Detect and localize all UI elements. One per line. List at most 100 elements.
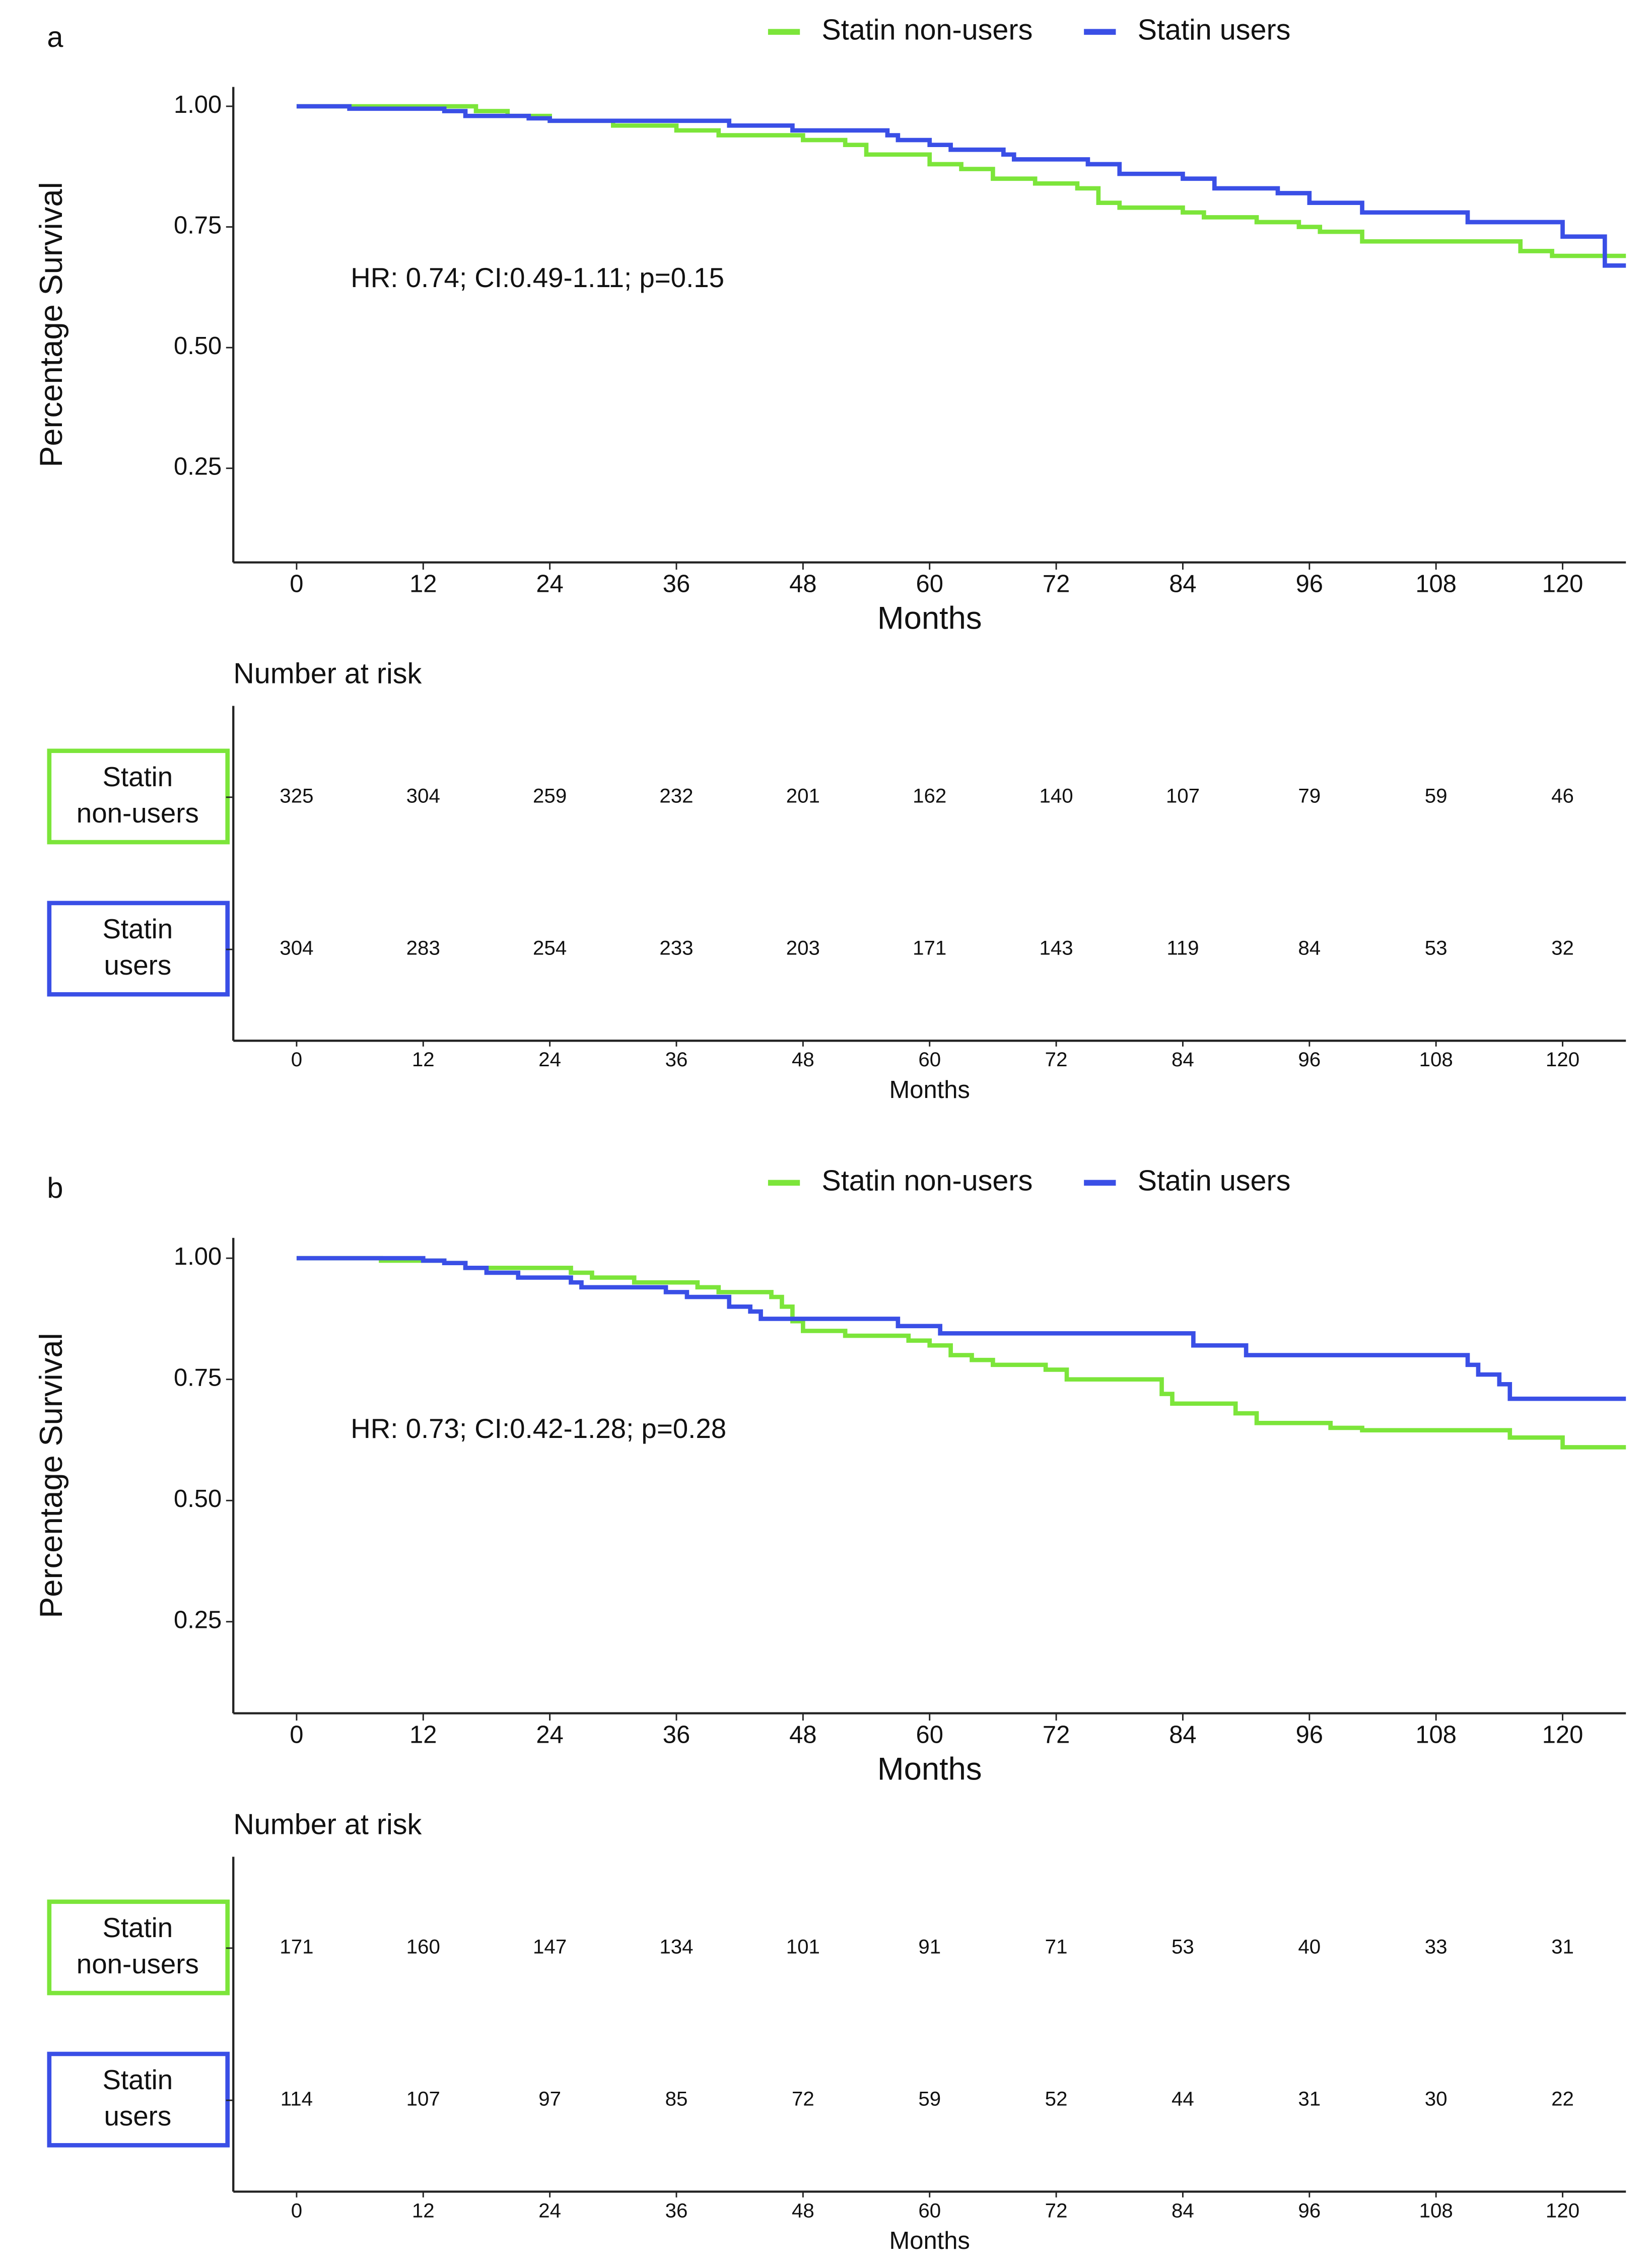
risk-x-tick-label: 108	[1419, 2199, 1453, 2222]
risk-count: 31	[1551, 1936, 1574, 1958]
risk-x-tick-label: 0	[291, 2199, 302, 2222]
x-tick-label: 48	[789, 1722, 816, 1749]
risk-x-tick-label: 120	[1546, 2199, 1579, 2222]
risk-count: 134	[659, 1936, 693, 1958]
survival-curve	[296, 104, 1626, 268]
risk-row-label: Statin non-users	[77, 762, 199, 829]
risk-count: 59	[918, 2088, 941, 2110]
risk-count: 107	[406, 2088, 440, 2110]
annotation: HR: 0.74; CI:0.49-1.11; p=0.15	[351, 262, 724, 293]
risk-x-tick-label: 24	[538, 1048, 561, 1071]
y-tick-label: 0.25	[174, 1607, 222, 1634]
risk-count: 140	[1039, 784, 1073, 807]
risk-count: 85	[665, 2088, 688, 2110]
x-axis-title: Months	[877, 600, 982, 636]
x-tick-label: 24	[536, 1722, 563, 1749]
risk-x-tick-label: 48	[792, 1048, 814, 1071]
x-tick-label: 96	[1296, 1722, 1323, 1749]
risk-count: 30	[1425, 2088, 1448, 2110]
risk-count: 46	[1551, 784, 1574, 807]
panel: b Statin non-users Statin users 0.25 0.50 0.7…	[34, 1165, 1626, 2254]
risk-count: 114	[281, 2088, 313, 2110]
risk-count: 162	[913, 784, 946, 807]
y-tick-label: 1.00	[174, 1243, 222, 1270]
risk-count: 304	[280, 937, 313, 959]
risk-x-tick-label: 48	[792, 2199, 814, 2222]
risk-table-title: Number at risk	[233, 657, 422, 690]
risk-count: 53	[1172, 1936, 1194, 1958]
risk-x-tick-label: 72	[1045, 2199, 1068, 2222]
risk-count: 304	[406, 784, 440, 807]
x-tick-label: 120	[1542, 571, 1584, 598]
risk-x-tick-label: 12	[412, 2199, 435, 2222]
risk-count: 31	[1298, 2088, 1321, 2110]
risk-count: 52	[1045, 2088, 1068, 2110]
risk-count: 40	[1298, 1936, 1321, 1958]
risk-count: 254	[533, 937, 567, 959]
risk-count: 44	[1172, 2088, 1194, 2110]
risk-count: 97	[538, 2088, 561, 2110]
risk-x-tick-label: 12	[412, 1048, 435, 1071]
risk-count: 233	[659, 937, 693, 959]
panel-label: b	[47, 1172, 63, 1204]
panel-label: a	[47, 21, 63, 53]
legend-label: Statin users	[1138, 14, 1291, 46]
risk-count: 283	[406, 937, 440, 959]
risk-count: 119	[1166, 937, 1199, 959]
risk-x-tick-label: 96	[1298, 2199, 1321, 2222]
x-tick-label: 60	[916, 1722, 943, 1749]
y-tick-label: 0.50	[174, 332, 222, 360]
x-tick-label: 36	[663, 1722, 690, 1749]
risk-x-tick-label: 36	[665, 1048, 688, 1071]
risk-x-tick-label: 24	[538, 2199, 561, 2222]
risk-x-tick-label: 60	[918, 1048, 941, 1071]
risk-count: 72	[792, 2088, 814, 2110]
risk-count: 91	[918, 1936, 941, 1958]
risk-count: 32	[1551, 937, 1574, 959]
risk-count: 84	[1298, 937, 1321, 959]
y-axis-title: Percentage Survival	[34, 182, 69, 467]
risk-table-title: Number at risk	[233, 1808, 422, 1840]
risk-x-axis-title: Months	[889, 1076, 970, 1104]
x-tick-label: 72	[1043, 1722, 1070, 1749]
x-tick-label: 12	[409, 1722, 437, 1749]
x-tick-label: 12	[409, 571, 437, 598]
annotation: HR: 0.73; CI:0.42-1.28; p=0.28	[351, 1413, 726, 1444]
x-tick-label: 96	[1296, 571, 1323, 598]
risk-count: 53	[1425, 937, 1448, 959]
risk-x-tick-label: 84	[1172, 2199, 1194, 2222]
risk-x-tick-label: 96	[1298, 1048, 1321, 1071]
risk-count: 171	[280, 1936, 313, 1958]
x-axis-title: Months	[877, 1751, 982, 1787]
risk-count: 259	[533, 784, 567, 807]
risk-count: 101	[786, 1936, 820, 1958]
risk-x-axis-title: Months	[889, 2227, 970, 2254]
risk-count: 71	[1045, 1936, 1068, 1958]
x-tick-label: 0	[290, 571, 303, 598]
panel: a Statin non-users Statin users 0.25 0.50 0.7…	[34, 14, 1626, 1104]
y-tick-label: 1.00	[174, 91, 222, 118]
survival-curve	[296, 104, 1626, 258]
risk-count: 22	[1551, 2088, 1574, 2110]
y-tick-label: 0.25	[174, 453, 222, 480]
risk-row-box	[47, 2051, 230, 2148]
risk-count: 143	[1039, 937, 1073, 959]
risk-count: 201	[786, 784, 820, 807]
x-tick-label: 36	[663, 571, 690, 598]
risk-x-tick-label: 108	[1419, 1048, 1453, 1071]
x-tick-label: 60	[916, 571, 943, 598]
x-tick-label: 0	[290, 1722, 303, 1749]
risk-row-label: Statin non-users	[77, 1912, 199, 1979]
x-tick-label: 108	[1415, 571, 1457, 598]
legend-label: Statin non-users	[821, 14, 1032, 46]
risk-x-tick-label: 84	[1172, 1048, 1194, 1071]
risk-row-label: Statin users	[102, 2065, 173, 2132]
x-tick-label: 120	[1542, 1722, 1584, 1749]
risk-count: 160	[406, 1936, 440, 1958]
survival-curve	[296, 1256, 1626, 1450]
risk-x-tick-label: 0	[291, 1048, 302, 1071]
risk-row-label: Statin users	[102, 914, 173, 981]
legend-label: Statin users	[1138, 1165, 1291, 1197]
x-tick-label: 48	[789, 571, 816, 598]
